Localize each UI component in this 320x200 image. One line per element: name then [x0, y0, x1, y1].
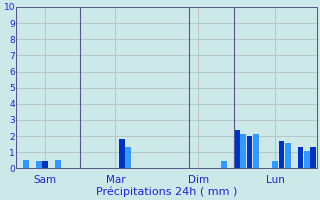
Bar — [42, 161, 48, 168]
Bar — [125, 147, 131, 168]
Bar — [278, 141, 284, 168]
Bar — [310, 147, 316, 168]
Bar — [55, 160, 61, 168]
Bar — [240, 134, 246, 168]
Bar — [247, 136, 252, 168]
Bar — [272, 161, 278, 168]
Bar — [23, 160, 29, 168]
Bar — [221, 161, 227, 168]
Bar — [298, 147, 303, 168]
X-axis label: Précipitations 24h ( mm ): Précipitations 24h ( mm ) — [96, 186, 237, 197]
Bar — [234, 130, 240, 168]
Bar — [119, 139, 124, 168]
Bar — [285, 143, 291, 168]
Bar — [253, 134, 259, 168]
Bar — [36, 161, 42, 168]
Bar — [304, 151, 310, 168]
